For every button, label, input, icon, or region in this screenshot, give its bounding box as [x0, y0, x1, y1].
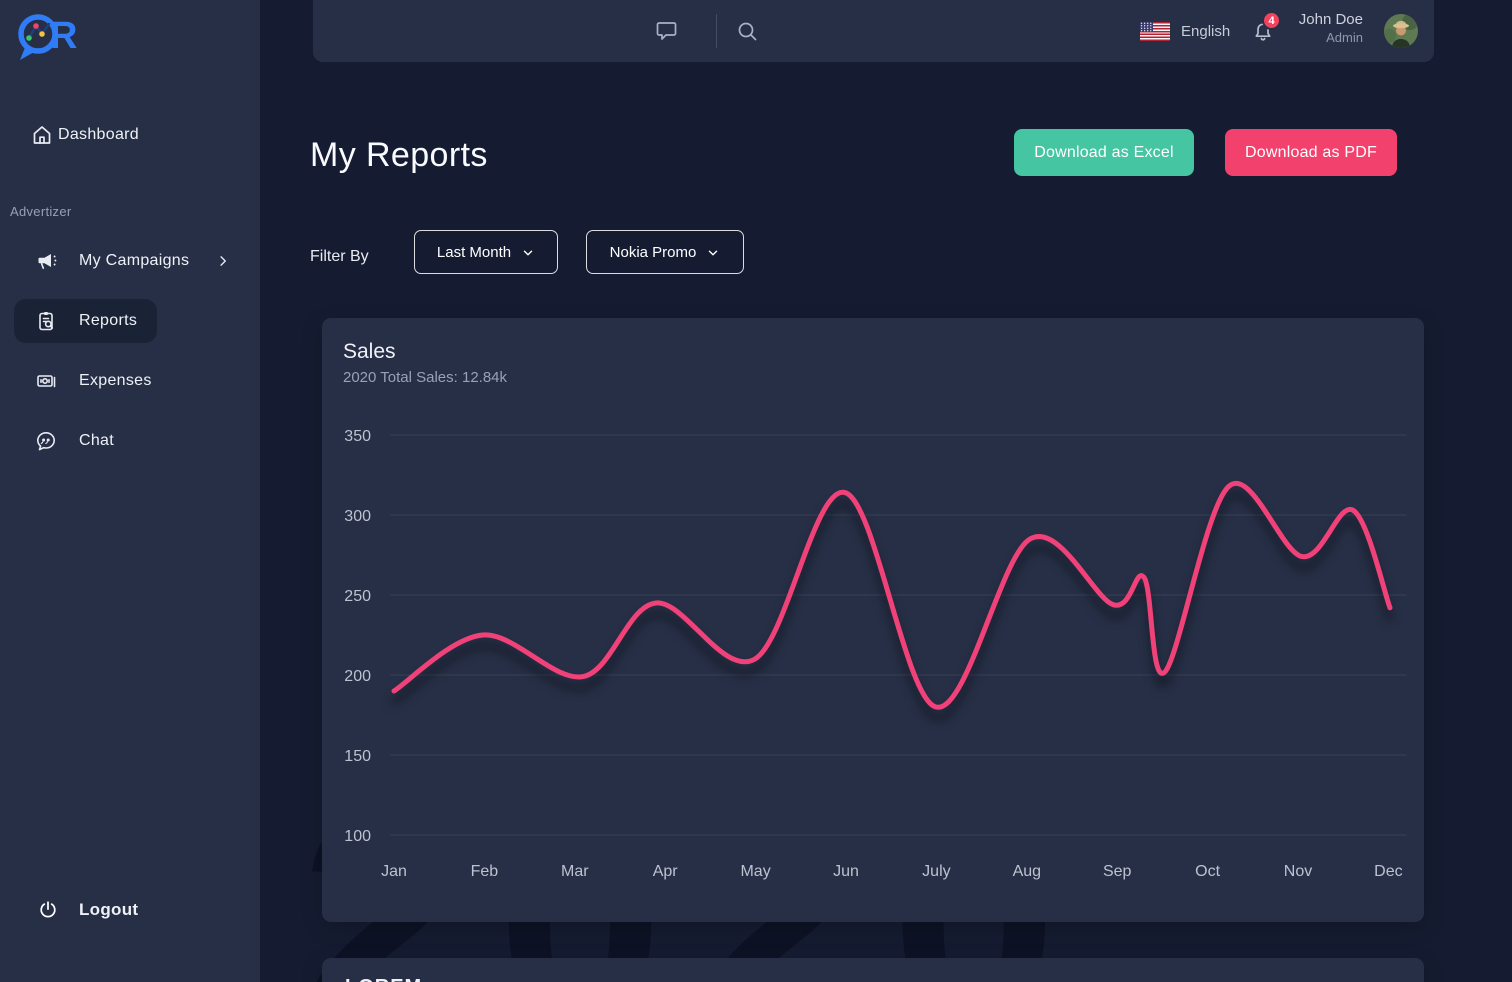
- y-tick-label: 200: [344, 668, 371, 685]
- sidebar-item-chat[interactable]: Chat: [0, 419, 260, 463]
- sidebar-item-label: My Campaigns: [79, 252, 190, 269]
- y-tick-label: 250: [344, 588, 371, 605]
- active-item-highlight: [14, 299, 157, 343]
- bottom-card: LOREM: [322, 958, 1424, 982]
- x-tick-label: Jan: [381, 863, 407, 880]
- chevron-down-icon: [521, 246, 535, 260]
- sidebar-item-my-campaigns[interactable]: My Campaigns: [0, 239, 260, 283]
- report-search-icon: [34, 309, 58, 333]
- search-icon: [738, 22, 757, 41]
- megaphone-icon: [34, 249, 58, 273]
- chat-bubble-icon: [34, 429, 58, 453]
- sidebar-item-label: Chat: [79, 432, 114, 449]
- campaign-filter-dropdown[interactable]: Nokia Promo: [586, 230, 744, 274]
- sidebar: R Dashboard Advertizer My Campaigns: [0, 0, 260, 982]
- svg-text:R: R: [50, 15, 77, 57]
- messages-button[interactable]: [654, 19, 678, 43]
- x-tick-label: Jun: [833, 863, 859, 880]
- x-tick-label: July: [922, 863, 950, 880]
- home-icon: [30, 123, 54, 147]
- topbar-divider: [716, 14, 717, 48]
- sidebar-item-label: Expenses: [79, 372, 152, 389]
- page-title: My Reports: [310, 136, 488, 174]
- logout-button[interactable]: Logout: [0, 888, 260, 932]
- chevron-right-icon: [214, 252, 232, 270]
- y-tick-label: 350: [344, 428, 371, 445]
- logout-label: Logout: [79, 900, 139, 919]
- chart-subtitle: 2020 Total Sales: 12.84k: [343, 369, 508, 386]
- user-role: Admin: [1326, 30, 1363, 45]
- notification-badge: 4: [1262, 11, 1281, 30]
- y-tick-label: 150: [344, 748, 371, 765]
- x-tick-label: Dec: [1374, 863, 1402, 880]
- sidebar-item-reports[interactable]: Reports: [0, 299, 260, 343]
- language-selector[interactable]: English: [1140, 20, 1230, 42]
- sales-line: [391, 481, 1393, 710]
- filter-by-label: Filter By: [310, 248, 369, 265]
- x-tick-label: Feb: [471, 863, 499, 880]
- download-excel-button[interactable]: Download as Excel: [1014, 129, 1194, 176]
- us-flag-icon: [1140, 21, 1170, 41]
- notifications-button[interactable]: 4: [1251, 11, 1281, 47]
- sales-chart-card: Sales 2020 Total Sales: 12.84k 350 300 250…: [322, 318, 1424, 922]
- x-tick-label: Nov: [1284, 863, 1312, 880]
- avatar[interactable]: [1384, 14, 1418, 48]
- bottom-card-title: LOREM: [345, 976, 422, 982]
- sidebar-item-label: Reports: [79, 312, 138, 329]
- period-filter-value: Last Month: [436, 243, 512, 261]
- message-square-icon: [656, 22, 677, 40]
- sidebar-item-label: Dashboard: [58, 126, 139, 143]
- sidebar-section-label: Advertizer: [10, 204, 72, 219]
- x-tick-label: Sep: [1103, 863, 1132, 880]
- x-tick-label: Apr: [653, 863, 679, 880]
- campaign-filter-value: Nokia Promo: [609, 243, 697, 261]
- user-name: John Doe: [1298, 11, 1363, 28]
- y-tick-label: 100: [344, 828, 371, 845]
- y-tick-label: 300: [344, 508, 371, 525]
- chart-title: Sales: [343, 340, 396, 363]
- topbar: English 4 John Doe Admin: [313, 0, 1434, 62]
- user-menu[interactable]: John Doe Admin: [1273, 10, 1363, 46]
- sidebar-item-expenses[interactable]: Expenses: [0, 359, 260, 403]
- search-button[interactable]: [735, 19, 759, 43]
- app-logo: R: [12, 10, 122, 70]
- x-tick-label: May: [740, 863, 770, 880]
- x-tick-label: Aug: [1013, 863, 1041, 880]
- avatar-image: [1384, 14, 1418, 48]
- language-label: English: [1181, 22, 1231, 40]
- period-filter-dropdown[interactable]: Last Month: [414, 230, 558, 274]
- x-tick-label: Mar: [561, 863, 589, 880]
- logo-icon: R: [18, 14, 77, 60]
- sidebar-item-dashboard[interactable]: Dashboard: [0, 113, 260, 157]
- power-icon: [37, 899, 59, 921]
- banknote-icon: [34, 369, 58, 393]
- chevron-down-icon: [706, 246, 720, 260]
- download-pdf-button[interactable]: Download as PDF: [1225, 129, 1397, 176]
- x-tick-label: Oct: [1195, 863, 1220, 880]
- sales-line-chart: 350 300 250 200 150 100 Jan Feb Mar Apr May Jun July…: [344, 428, 1406, 880]
